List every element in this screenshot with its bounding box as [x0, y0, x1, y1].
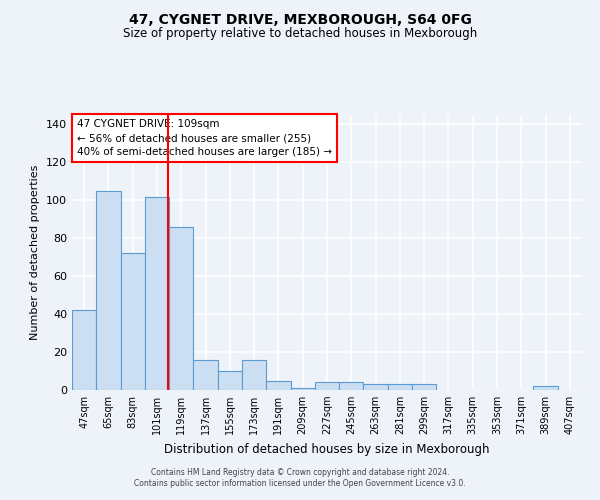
Bar [315, 382, 339, 390]
Bar [193, 360, 218, 390]
Bar [169, 227, 193, 390]
Bar [339, 382, 364, 390]
Bar [266, 380, 290, 390]
Bar [412, 384, 436, 390]
Bar [72, 310, 96, 390]
Text: 47, CYGNET DRIVE, MEXBOROUGH, S64 0FG: 47, CYGNET DRIVE, MEXBOROUGH, S64 0FG [128, 12, 472, 26]
Bar [242, 360, 266, 390]
Text: Contains HM Land Registry data © Crown copyright and database right 2024.
Contai: Contains HM Land Registry data © Crown c… [134, 468, 466, 487]
Bar [388, 384, 412, 390]
Bar [145, 196, 169, 390]
Bar [96, 191, 121, 390]
Bar [290, 388, 315, 390]
Bar [364, 384, 388, 390]
Text: 47 CYGNET DRIVE: 109sqm
← 56% of detached houses are smaller (255)
40% of semi-d: 47 CYGNET DRIVE: 109sqm ← 56% of detache… [77, 119, 332, 157]
Text: Size of property relative to detached houses in Mexborough: Size of property relative to detached ho… [123, 28, 477, 40]
Bar [218, 371, 242, 390]
Bar [533, 386, 558, 390]
X-axis label: Distribution of detached houses by size in Mexborough: Distribution of detached houses by size … [164, 442, 490, 456]
Bar [121, 254, 145, 390]
Y-axis label: Number of detached properties: Number of detached properties [31, 165, 40, 340]
